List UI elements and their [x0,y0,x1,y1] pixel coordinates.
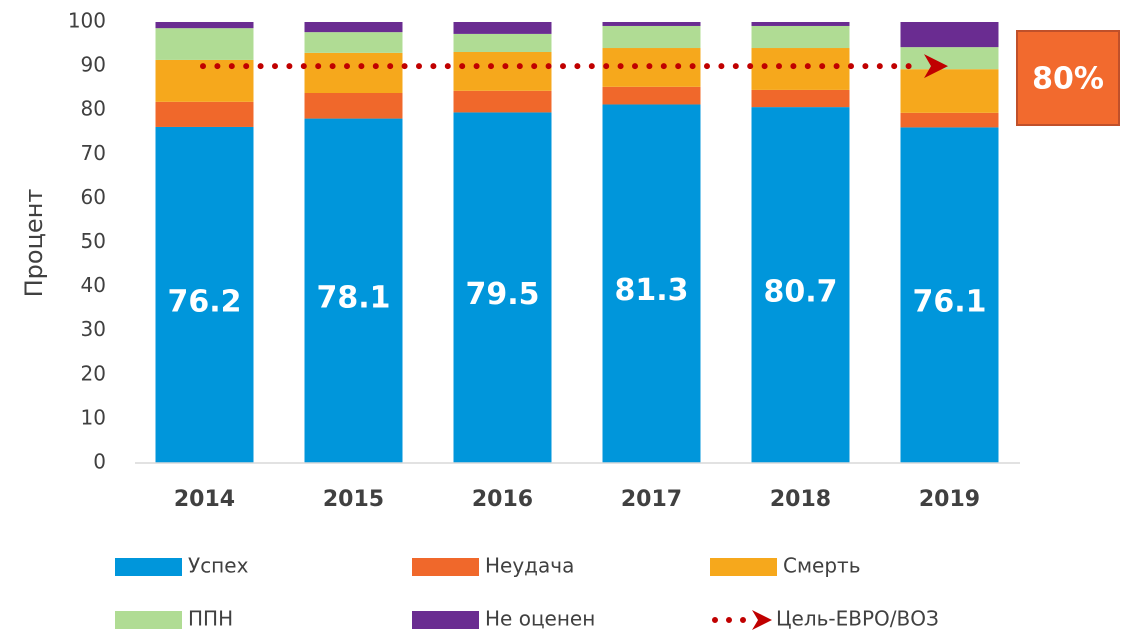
bar-segment [602,22,701,26]
legend-label: Цель-ЕВРО/ВОЗ [776,607,939,631]
bar-segment [304,32,403,53]
bar-segment [453,22,552,34]
y-axis-label: Процент [20,189,48,298]
y-tick-label: 40 [81,273,106,297]
bar-segment [155,101,254,127]
bar-segment [304,118,403,463]
y-tick-label: 30 [81,317,106,341]
y-tick-label: 60 [81,185,106,209]
x-tick-label: 2017 [621,487,682,512]
y-tick-label: 50 [81,229,106,253]
bar-segment [453,51,552,91]
legend-swatch [412,558,479,576]
bar-segment [453,33,552,52]
bar-segment [900,112,999,128]
bar-segment [900,47,999,70]
data-label: 76.2 [167,284,241,319]
legend-target-arrow [752,610,772,630]
data-label: 81.3 [614,273,688,308]
bar-segment [453,90,552,113]
x-tick-label: 2016 [472,487,533,512]
x-tick-label: 2015 [323,487,384,512]
y-tick-label: 20 [81,361,106,385]
bar-segment [751,25,850,49]
bar-segment [751,89,850,108]
legend-swatch [115,611,182,629]
bar-segment [751,22,850,26]
bar-segment [900,69,999,113]
data-label: 76.1 [912,285,986,320]
data-label: 79.5 [465,277,539,312]
y-tick-label: 80 [81,97,106,121]
bar-segment [602,104,701,463]
bar-segment [304,52,403,94]
legend-label: ППН [188,607,233,631]
bar-segment [304,93,403,119]
x-tick-label: 2014 [174,487,235,512]
data-label: 78.1 [316,280,390,315]
x-tick-label: 2018 [770,487,831,512]
legend-swatch [412,611,479,629]
bar-segment [155,28,254,60]
legend-label: Успех [188,554,249,578]
bar-segment [304,22,403,33]
legend-swatch [710,558,777,576]
y-tick-label: 10 [81,405,106,429]
target-arrow [924,54,948,79]
y-tick-label: 90 [81,53,106,77]
y-tick-label: 70 [81,141,106,165]
bar-segment [155,22,254,29]
bar-segment [453,112,552,463]
legend-label: Смерть [783,554,861,578]
legend-label: Неудача [485,554,574,578]
legend-swatch [115,558,182,576]
bar-segment [602,25,701,49]
x-tick-label: 2019 [919,487,980,512]
bar-segment [900,127,999,464]
y-tick-label: 100 [68,9,106,33]
annotation: 80% [1032,62,1104,97]
data-label: 80.7 [763,275,837,310]
bar-segment [602,86,701,105]
y-tick-label: 0 [93,450,106,474]
annotation-box [1016,30,1120,126]
bar-segment [900,22,999,48]
bar-segment [751,48,850,90]
legend-label: Не оценен [485,607,595,631]
bar-segment [751,107,850,463]
bar-segment [155,126,254,463]
